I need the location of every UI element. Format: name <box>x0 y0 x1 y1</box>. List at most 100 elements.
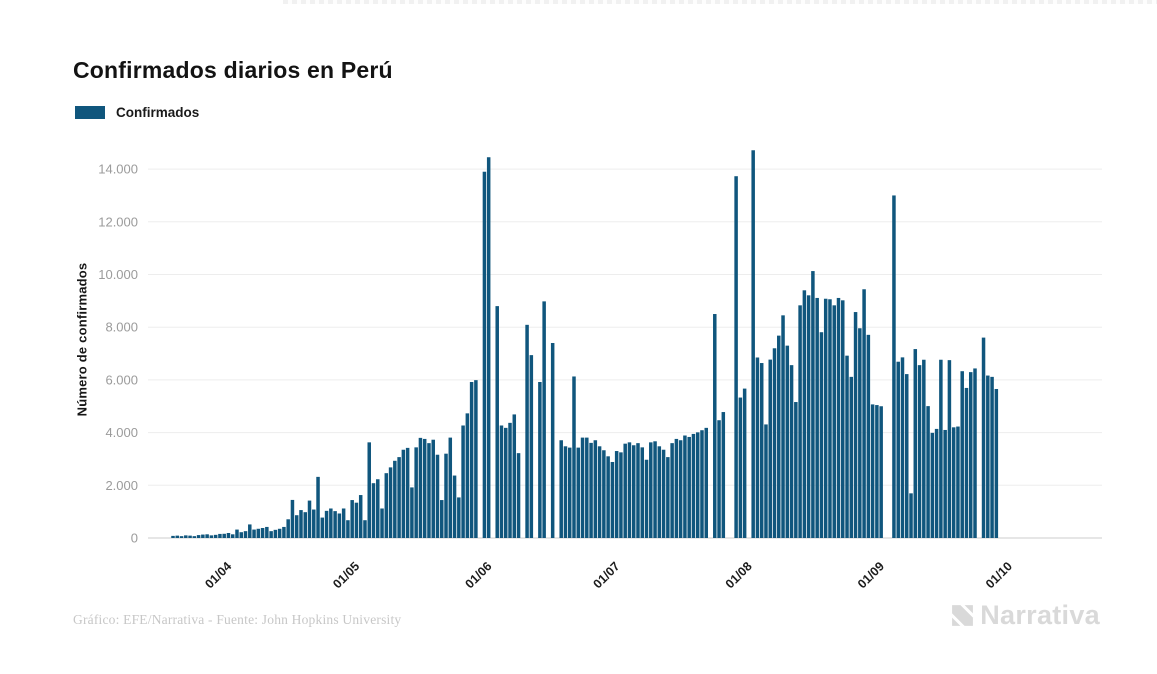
bar[interactable] <box>981 337 986 538</box>
bar[interactable] <box>312 509 316 538</box>
bar[interactable] <box>789 365 794 538</box>
bar[interactable] <box>811 271 815 538</box>
bar[interactable] <box>900 357 905 538</box>
bar[interactable] <box>179 536 184 538</box>
bar[interactable] <box>896 361 900 538</box>
bar[interactable] <box>870 404 875 538</box>
bar[interactable] <box>947 360 952 538</box>
bar[interactable] <box>256 528 261 538</box>
bar[interactable] <box>875 405 879 538</box>
bar[interactable] <box>209 535 214 539</box>
bar[interactable] <box>759 363 764 538</box>
bar[interactable] <box>623 443 627 538</box>
bar[interactable] <box>252 529 256 538</box>
bar[interactable] <box>371 483 376 538</box>
bar[interactable] <box>858 328 862 538</box>
bar[interactable] <box>290 499 295 538</box>
bar[interactable] <box>474 380 478 538</box>
bar[interactable] <box>358 495 363 538</box>
bar[interactable] <box>461 425 465 538</box>
bar[interactable] <box>529 355 534 538</box>
bar[interactable] <box>823 298 828 538</box>
bar[interactable] <box>273 529 278 538</box>
bar[interactable] <box>909 493 913 538</box>
bar[interactable] <box>448 437 453 538</box>
bar[interactable] <box>815 297 819 538</box>
bar[interactable] <box>333 511 337 538</box>
bar[interactable] <box>939 359 943 538</box>
bar[interactable] <box>934 428 939 538</box>
bar[interactable] <box>213 534 218 538</box>
bar[interactable] <box>341 508 346 538</box>
bar[interactable] <box>175 535 180 538</box>
bar[interactable] <box>486 157 491 539</box>
bar[interactable] <box>393 460 397 538</box>
bar[interactable] <box>841 300 845 538</box>
bar[interactable] <box>452 475 457 538</box>
bar[interactable] <box>401 449 406 538</box>
bar[interactable] <box>363 520 367 538</box>
bar[interactable] <box>499 425 504 538</box>
bar[interactable] <box>243 531 248 538</box>
bar[interactable] <box>614 451 619 538</box>
bar[interactable] <box>504 427 508 538</box>
bar[interactable] <box>986 375 990 538</box>
bar[interactable] <box>905 374 909 538</box>
bar[interactable] <box>205 534 209 538</box>
bar[interactable] <box>768 359 772 538</box>
bar[interactable] <box>376 479 380 538</box>
bar[interactable] <box>440 500 444 538</box>
bar[interactable] <box>926 406 930 538</box>
bar[interactable] <box>414 447 418 538</box>
bar[interactable] <box>303 512 308 538</box>
bar[interactable] <box>405 447 410 538</box>
bar[interactable] <box>781 315 785 538</box>
bar[interactable] <box>973 368 977 538</box>
bar[interactable] <box>683 435 687 539</box>
bar[interactable] <box>649 442 653 538</box>
bar[interactable] <box>734 176 738 538</box>
bar[interactable] <box>627 442 632 538</box>
bar[interactable] <box>512 414 517 538</box>
bar[interactable] <box>550 343 555 538</box>
bar[interactable] <box>482 171 487 539</box>
bar[interactable] <box>192 536 197 538</box>
bar[interactable] <box>572 376 576 538</box>
bar[interactable] <box>525 324 529 538</box>
bar[interactable] <box>226 532 231 538</box>
bar[interactable] <box>602 450 606 538</box>
bar[interactable] <box>990 376 994 538</box>
bar[interactable] <box>913 349 918 538</box>
bar[interactable] <box>691 433 696 538</box>
bar[interactable] <box>431 439 435 538</box>
bar[interactable] <box>742 388 747 538</box>
bar[interactable] <box>286 519 290 538</box>
bar[interactable] <box>397 457 401 538</box>
bar[interactable] <box>320 517 325 538</box>
bar[interactable] <box>777 335 781 538</box>
bar[interactable] <box>917 365 922 538</box>
bar[interactable] <box>367 442 371 538</box>
bar[interactable] <box>678 440 683 538</box>
bar[interactable] <box>930 432 935 538</box>
bar[interactable] <box>316 476 320 538</box>
bar[interactable] <box>828 299 832 538</box>
bar[interactable] <box>380 508 384 538</box>
legend-swatch-confirmados[interactable] <box>75 106 105 119</box>
bar[interactable] <box>862 289 866 538</box>
bar[interactable] <box>960 371 964 538</box>
bar[interactable] <box>196 535 201 538</box>
bar[interactable] <box>755 357 760 539</box>
bar[interactable] <box>845 355 849 538</box>
bar[interactable] <box>184 535 188 539</box>
bar[interactable] <box>802 290 807 538</box>
bar[interactable] <box>721 412 726 538</box>
bar[interactable] <box>798 305 802 538</box>
bar[interactable] <box>610 461 615 538</box>
bar[interactable] <box>785 345 790 538</box>
bar[interactable] <box>593 440 598 538</box>
bar[interactable] <box>943 429 947 538</box>
bar[interactable] <box>956 426 960 538</box>
bar[interactable] <box>764 424 768 538</box>
bar[interactable] <box>589 442 593 538</box>
